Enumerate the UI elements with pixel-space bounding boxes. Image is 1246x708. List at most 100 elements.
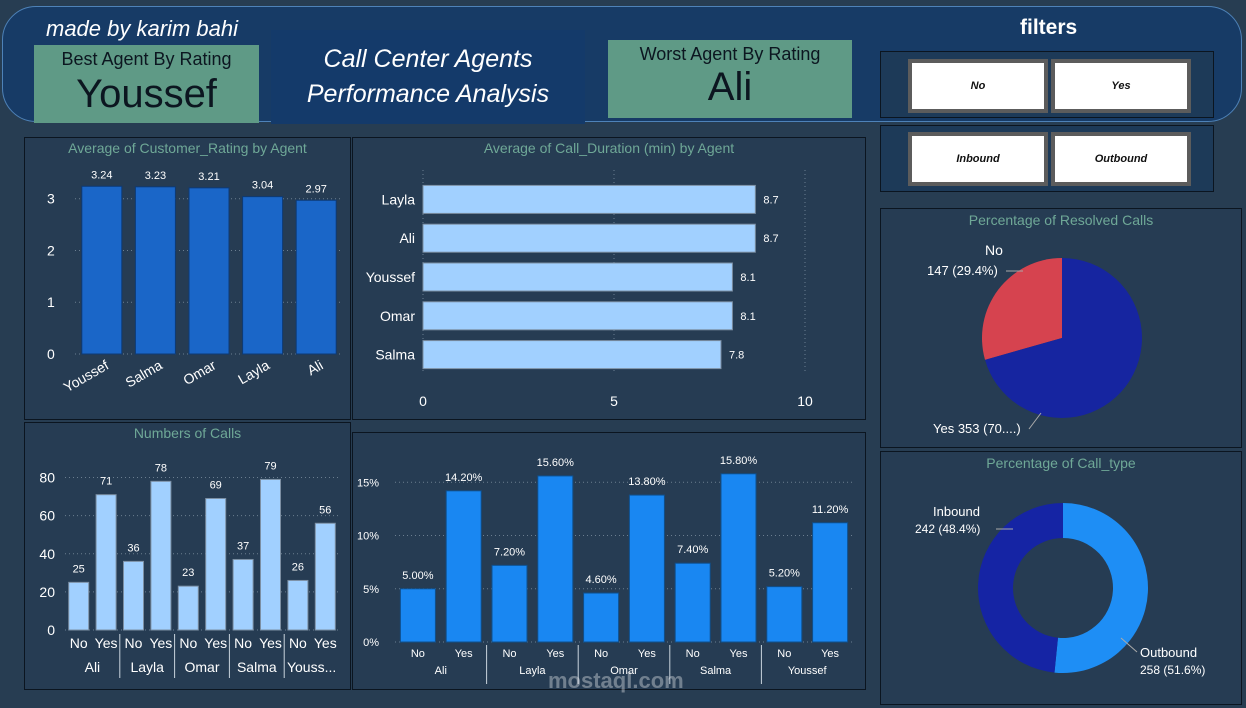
bar (232, 558, 254, 631)
y-tick-label: 40 (39, 546, 55, 562)
y-tick-label: 2 (47, 242, 55, 258)
group-label: Layla (519, 665, 546, 677)
sub-category-label: Yes (546, 648, 564, 660)
data-label: 3.21 (198, 171, 219, 183)
group-label: Layla (130, 659, 164, 675)
rating-bar-chart: 0 1 2 3 3.24 Youssef 3.23 Salma 3.21 Omar 3.04 Layl… (47, 169, 343, 395)
filter-outbound-button[interactable]: Outbound (1051, 132, 1191, 186)
bar (188, 187, 230, 355)
bar (134, 186, 176, 355)
y-tick-label: 20 (39, 584, 55, 600)
filter-inbound-button[interactable]: Inbound (908, 132, 1048, 186)
data-label: 5.20% (769, 568, 800, 580)
y-tick-label: 0% (363, 637, 379, 649)
worst-agent-value: Ali (707, 65, 753, 109)
bar (150, 480, 172, 631)
sub-category-label: No (289, 635, 307, 651)
bar (422, 301, 733, 331)
bar (491, 564, 528, 643)
y-tick-label: 0 (47, 346, 55, 362)
data-label: 25 (73, 563, 85, 575)
sub-category-label: No (125, 635, 143, 651)
data-label: 71 (100, 476, 112, 488)
y-tick-label: 10% (357, 531, 379, 543)
data-label: 7.40% (677, 544, 708, 556)
sub-category-label: Yes (149, 635, 172, 651)
worst-agent-label: Worst Agent By Rating (639, 44, 821, 64)
y-tick-label: 1 (47, 294, 55, 310)
x-tick-label: Omar (180, 357, 219, 389)
sub-category-label: No (594, 648, 608, 660)
y-tick-label: Salma (375, 347, 415, 363)
y-tick-label: 15% (357, 477, 379, 489)
best-agent-label: Best Agent By Rating (61, 49, 232, 69)
data-label: 69 (210, 479, 222, 491)
bar (583, 592, 620, 643)
data-label: 8.7 (763, 233, 778, 245)
y-tick-label: Ali (399, 230, 415, 246)
y-tick-label: 5% (363, 584, 379, 596)
bar (422, 184, 756, 214)
sub-category-label: Yes (95, 635, 118, 651)
sub-category-label: No (234, 635, 252, 651)
x-tick-label: Layla (235, 357, 272, 388)
bar (177, 585, 199, 631)
calls-bar-chart: 0 20 40 60 80 25 No 71 Yes 36 No 78 Yes 23 No 69 Yes 37 No… (39, 460, 339, 678)
x-tick-label: Ali (304, 357, 325, 379)
data-label: 2.97 (305, 183, 326, 195)
duration-chart-title: Average of Call_Duration (min) by Agent (483, 140, 735, 156)
data-label: 8.1 (740, 311, 755, 323)
sub-category-label: No (686, 648, 700, 660)
x-tick-label: 0 (419, 393, 427, 409)
bar (68, 581, 90, 631)
duration-bar-chart: 0 5 10 8.7 Layla 8.7 Ali 8.1 Youssef 8.1 Omar 7.8 Sa… (366, 170, 813, 409)
filter-resolved-yes-button[interactable]: Yes (1051, 59, 1191, 113)
data-label: 15.60% (537, 457, 575, 469)
percent-chart-panel: 0% 5% 10% 15% 5.00% No 14.20% Yes 7.20% No 15.60% Y… (352, 432, 866, 690)
bar (422, 223, 756, 253)
resolved-pie-chart: No 147 (29.4%) Yes 353 (70....) (927, 242, 1142, 436)
pie-slice (982, 258, 1062, 360)
data-label: 36 (127, 542, 139, 554)
sub-category-label: No (411, 648, 425, 660)
bar (422, 340, 722, 370)
filters-title: filters (1020, 16, 1078, 39)
data-label: 79 (264, 460, 276, 472)
data-label: 23 (182, 567, 194, 579)
slice-value-label: 258 (51.6%) (1140, 663, 1205, 677)
data-label: 13.80% (628, 476, 666, 488)
bar (422, 262, 733, 292)
title-line-2: Performance Analysis (306, 80, 550, 108)
call-type-donut-title: Percentage of Call_type (986, 455, 1136, 471)
call-type-donut-panel: Percentage of Call_type Inbound 242 (48.4… (880, 451, 1242, 705)
data-label: 56 (319, 504, 331, 516)
bar (812, 522, 849, 643)
data-label: 8.1 (740, 272, 755, 284)
y-tick-label: Youssef (366, 269, 415, 285)
data-label: 7.8 (729, 350, 744, 362)
slice-value-label: Yes 353 (70....) (933, 421, 1021, 436)
sub-category-label: Yes (638, 648, 656, 660)
sub-category-label: No (179, 635, 197, 651)
filter-resolved-no-button[interactable]: No (908, 59, 1048, 113)
percent-bar-chart: 0% 5% 10% 15% 5.00% No 14.20% Yes 7.20% No 15.60% Y… (357, 455, 853, 684)
best-agent-value: Youssef (76, 72, 217, 116)
sub-category-label: Yes (204, 635, 227, 651)
y-tick-label: 3 (47, 191, 55, 207)
slice-name-label: Outbound (1140, 645, 1197, 660)
data-label: 3.04 (252, 180, 273, 192)
bar (295, 199, 337, 355)
dashboard-title: Call Center Agents Performance Analysis (271, 30, 585, 124)
rating-chart-title: Average of Customer_Rating by Agent (68, 140, 307, 156)
bar (674, 562, 711, 643)
bar (628, 494, 665, 643)
bar (445, 490, 482, 643)
sub-category-label: No (777, 648, 791, 660)
data-label: 7.20% (494, 546, 525, 558)
slice-name-label: No (985, 242, 1003, 258)
resolved-pie-panel: Percentage of Resolved Calls No 147 (29.4… (880, 208, 1242, 448)
bar (766, 586, 803, 643)
slice-value-label: 147 (29.4%) (927, 263, 998, 278)
x-tick-label: Salma (123, 357, 166, 391)
bar (314, 522, 336, 631)
